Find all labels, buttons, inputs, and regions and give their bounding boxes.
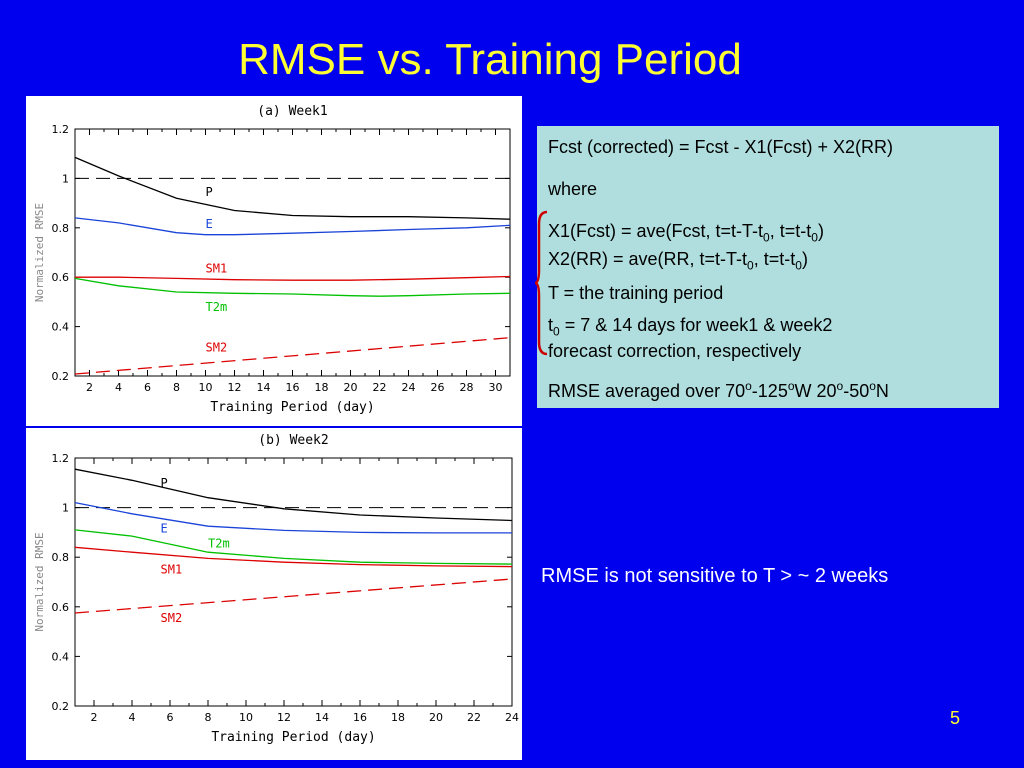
x-tick-label: 20 [344,381,358,394]
series-label-e: E [161,522,168,536]
x-tick-label: 6 [167,711,174,724]
y-axis-label: Normalized RMSE [33,203,46,302]
x-tick-label: 12 [228,381,242,394]
y-axis-label: Normalized RMSE [33,532,46,631]
y-tick-label: 1 [62,172,69,185]
x-tick-label: 22 [467,711,481,724]
series-line-sm2 [74,578,513,614]
x-tick-label: 30 [489,381,503,394]
x-tick-label: 20 [429,711,443,724]
x-tick-label: 26 [431,381,445,394]
x-tick-label: 28 [460,381,474,394]
series-line-t2m [74,277,511,297]
x-tick-label: 12 [277,711,291,724]
series-line-p [74,156,511,220]
x-tick-label: 22 [373,381,387,394]
chart-panel-week1: (a) Week1 0.2 0.4 0.6 0.8 1 1.2 2 4 6 8 10 12 14 16 18 2… [26,96,522,426]
x-axis-label: Training Period (day) [211,730,375,745]
x-tick-label: 4 [129,711,136,724]
y-tick-label: 0.2 [52,700,70,713]
series-line-t2m [74,529,513,565]
plot-frame [74,128,511,377]
x-tick-label: 4 [115,381,122,394]
page-number: 5 [950,708,961,728]
x-tick-label: 14 [257,381,271,394]
t0-definition-cont: forecast correction, respectively [548,341,802,361]
series-label-e: E [206,217,213,231]
where-line: where [548,179,598,199]
formula-box: Fcst (corrected) = Fcst - X1(Fcst) + X2(… [535,126,999,408]
x-tick-label: 14 [315,711,329,724]
series-line-sm1 [75,275,511,281]
series-label-sm2: SM2 [161,611,183,625]
series-label-p: P [161,476,168,490]
series-line-e [74,217,511,236]
y-tick-label: 1 [62,502,69,515]
plot-frame [74,457,513,707]
series-line-sm1 [74,546,513,568]
x-tick-label: 2 [91,711,98,724]
series-line-p [74,468,513,522]
y-tick-label: 0.4 [52,321,70,334]
series-line-e [74,501,512,534]
x2-definition: X2(RR) = ave(RR, t=t-T-t0, t=t-t0) [548,249,808,273]
x-tick-label: 24 [505,711,519,724]
chart-title: (b) Week2 [258,433,328,448]
y-tick-label: 1.2 [52,123,70,136]
y-tick-label: 0.2 [52,370,70,383]
formula-line: Fcst (corrected) = Fcst - X1(Fcst) + X2(… [548,137,894,157]
t-definition: T = the training period [548,283,724,303]
x-tick-label: 18 [391,711,405,724]
x1-definition: X1(Fcst) = ave(Fcst, t=t-T-t0, t=t-t0) [548,221,824,245]
x-tick-label: 16 [286,381,300,394]
rmse-region-line: RMSE averaged over 70o-125oW 20o-50oN [548,379,889,401]
y-tick-label: 0.8 [52,222,70,235]
x-tick-label: 6 [144,381,151,394]
curly-brace-icon [535,210,548,356]
x-tick-label: 18 [315,381,329,394]
slide-title: RMSE vs. Training Period [238,35,742,84]
sensitivity-note: RMSE is not sensitive to T > ~ 2 weeks [541,565,889,587]
x-tick-label: 8 [173,381,180,394]
x-tick-label: 16 [353,711,367,724]
chart-panel-week2: (b) Week2 0.2 0.4 0.6 0.8 1 1.2 2 4 6 8 10 12 14 16 18 2… [26,428,522,760]
series-label-t2m: T2m [206,300,228,314]
x-axis-label: Training Period (day) [210,400,374,415]
x-tick-label: 2 [86,381,93,394]
series-label-t2m: T2m [208,537,230,551]
y-tick-label: 0.6 [52,271,70,284]
series-label-sm1: SM1 [206,262,228,276]
y-tick-label: 0.8 [52,551,70,564]
t0-definition: t0 = 7 & 14 days for week1 & week2 [548,315,833,339]
series-label-sm1: SM1 [161,563,183,577]
series-label-sm2: SM2 [206,341,228,355]
series-line-sm2 [74,337,511,375]
series-label-p: P [206,185,213,199]
x-tick-label: 8 [205,711,212,724]
y-tick-label: 0.4 [52,650,70,663]
y-tick-label: 0.6 [52,601,70,614]
x-tick-label: 24 [402,381,416,394]
y-tick-label: 1.2 [52,452,70,465]
x-tick-label: 10 [239,711,253,724]
chart-title: (a) Week1 [257,104,327,119]
x-tick-label: 10 [199,381,213,394]
